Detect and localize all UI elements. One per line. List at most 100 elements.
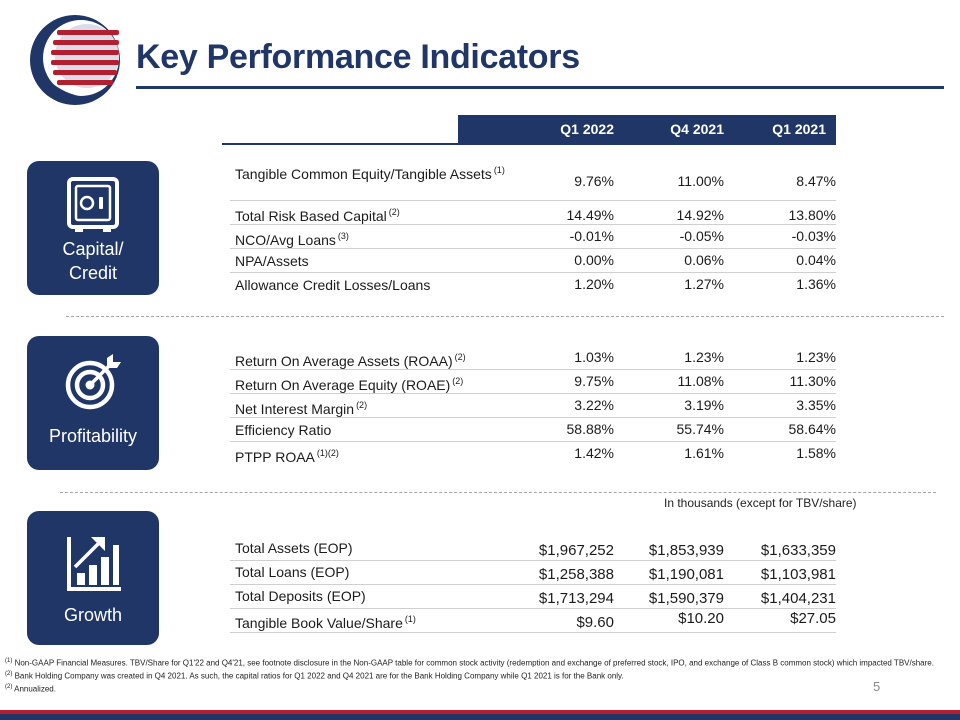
table-row: NPA/Assets 0.00% 0.06% 0.04%: [230, 249, 836, 273]
title-underline: [136, 86, 944, 89]
footnote-mark: (1): [5, 658, 13, 664]
column-header-bar: [458, 115, 836, 145]
row-label: Tangible Common Equity/Tangible Assets: [235, 166, 492, 182]
value-q1-2021: -0.03%: [791, 228, 836, 244]
row-footnote-mark: (3): [337, 231, 349, 241]
value-q1-2022: 0.00%: [574, 252, 614, 268]
value-q4-2021: $1,590,379: [648, 590, 724, 607]
value-q1-2022: 9.76%: [574, 173, 614, 189]
value-q1-2022: 1.03%: [574, 349, 614, 365]
row-label: NCO/Avg Loans: [235, 232, 336, 248]
footnote-text: Non-GAAP Financial Measures. TBV/Share f…: [14, 658, 934, 668]
row-label: Total Risk Based Capital: [235, 208, 387, 224]
value-q4-2021: 55.74%: [676, 421, 724, 437]
value-q4-2021: 3.19%: [684, 397, 724, 413]
footnote: (2) Annualized.: [5, 682, 945, 695]
capital-credit-label: Capital/ Credit: [62, 239, 124, 283]
value-q4-2021: 1.23%: [684, 349, 724, 365]
profitability-tile: Profitability: [27, 336, 159, 470]
table-row: Return On Average Assets (ROAA) (2) 1.03%…: [230, 345, 836, 370]
table-row: Tangible Book Value/Share (1) $9.60 $10.2…: [230, 609, 836, 633]
table-row: Net Interest Margin (2) 3.22% 3.19% 3.35%: [230, 394, 836, 418]
page-title: Key Performance Indicators: [136, 38, 580, 76]
row-label: Total Loans (EOP): [235, 564, 350, 580]
table-row: PTPP ROAA (1)(2) 1.42% 1.61% 1.58%: [230, 442, 836, 466]
value-q1-2021: 1.58%: [796, 445, 836, 461]
table-row: Tangible Common Equity/Tangible Assets (1…: [230, 155, 836, 201]
units-note: In thousands (except for TBV/share): [664, 496, 857, 510]
row-footnote-mark: (2): [454, 352, 466, 362]
value-q1-2022: -0.01%: [569, 228, 614, 244]
value-q1-2022: 1.42%: [574, 445, 614, 461]
safe-icon: [67, 177, 119, 232]
table-row: Return On Average Equity (ROAE) (2) 9.75%…: [230, 370, 836, 394]
row-label: PTPP ROAA: [235, 449, 315, 465]
table-row: Total Deposits (EOP) $1,713,294 $1,590,3…: [230, 585, 836, 609]
table-row: Allowance Credit Losses/Loans 1.20% 1.27…: [230, 273, 836, 297]
row-footnote-mark: (1)(2): [316, 448, 339, 458]
value-q1-2021: $1,103,981: [760, 566, 836, 583]
value-q4-2021: 1.27%: [684, 276, 724, 292]
growth-chart-icon: [67, 537, 121, 591]
row-label: Allowance Credit Losses/Loans: [235, 277, 431, 293]
footnote: (2) Bank Holding Company was created in …: [5, 669, 945, 682]
value-q1-2022: 1.20%: [574, 276, 614, 292]
footnote-text: Bank Holding Company was created in Q4 2…: [14, 671, 624, 681]
footer-navy-band: [0, 714, 960, 720]
value-q4-2021: 11.00%: [677, 173, 724, 189]
value-q1-2022: $9.60: [576, 614, 614, 631]
section-divider: [60, 492, 936, 493]
row-label: Tangible Book Value/Share: [235, 615, 403, 631]
footnote-mark: (2): [5, 671, 13, 678]
value-q1-2022: 3.22%: [574, 397, 614, 413]
value-q1-2021: 11.30%: [789, 373, 836, 389]
value-q1-2022: 58.88%: [566, 421, 614, 437]
value-q1-2021: 8.47%: [796, 173, 836, 189]
company-logo: [30, 15, 120, 105]
footnotes: (1) Non-GAAP Financial Measures. TBV/Sha…: [5, 656, 945, 695]
value-q4-2021: $1,190,081: [648, 566, 724, 583]
row-label: NPA/Assets: [235, 253, 309, 269]
footnote-mark: (2): [5, 684, 13, 691]
row-footnote-mark: (1): [404, 614, 416, 624]
table-row: NCO/Avg Loans (3) -0.01% -0.05% -0.03%: [230, 225, 836, 249]
row-label: Net Interest Margin: [235, 401, 355, 417]
header-rule: [222, 143, 458, 145]
value-q1-2021: $1,633,359: [760, 542, 836, 559]
value-q1-2022: $1,967,252: [538, 542, 614, 559]
row-footnote-mark: (1): [493, 165, 505, 175]
value-q1-2021: 1.36%: [796, 276, 836, 292]
value-q4-2021: 14.92%: [676, 207, 724, 223]
value-q1-2022: 14.49%: [566, 207, 614, 223]
page-number: 5: [873, 679, 881, 694]
row-label: Total Deposits (EOP): [235, 588, 366, 604]
value-q4-2021: 11.08%: [677, 373, 724, 389]
value-q4-2021: 1.61%: [684, 445, 724, 461]
value-q1-2022: $1,258,388: [538, 566, 614, 583]
section-divider: [66, 316, 944, 317]
value-q1-2021: 3.35%: [796, 397, 836, 413]
row-footnote-mark: (2): [452, 376, 464, 386]
value-q4-2021: $1,853,939: [648, 542, 724, 559]
value-q1-2022: 9.75%: [574, 373, 614, 389]
table-row: Total Assets (EOP) $1,967,252 $1,853,939…: [230, 537, 836, 561]
value-q1-2021: 58.64%: [788, 421, 836, 437]
value-q1-2021: 13.80%: [788, 207, 836, 223]
value-q4-2021: -0.05%: [679, 228, 724, 244]
column-header-q1-2021: Q1 2021: [772, 121, 826, 137]
table-row: Efficiency Ratio 58.88% 55.74% 58.64%: [230, 418, 836, 442]
value-q4-2021: 0.06%: [684, 252, 724, 268]
growth-label: Growth: [63, 605, 123, 625]
value-q4-2021: $10.20: [678, 610, 724, 627]
column-header-q4-2021: Q4 2021: [670, 121, 724, 137]
value-q1-2022: $1,713,294: [538, 590, 614, 607]
growth-tile: Growth: [27, 511, 159, 645]
row-label: Return On Average Equity (ROAE): [235, 377, 451, 393]
table-row: Total Loans (EOP) $1,258,388 $1,190,081 …: [230, 561, 836, 585]
footnote: (1) Non-GAAP Financial Measures. TBV/Sha…: [5, 656, 945, 669]
footnote-text: Annualized.: [14, 684, 56, 694]
value-q1-2021: 1.23%: [796, 349, 836, 365]
footer-red-band: [0, 710, 960, 714]
capital-credit-tile: Capital/ Credit: [27, 161, 159, 295]
row-footnote-mark: (2): [388, 207, 400, 217]
